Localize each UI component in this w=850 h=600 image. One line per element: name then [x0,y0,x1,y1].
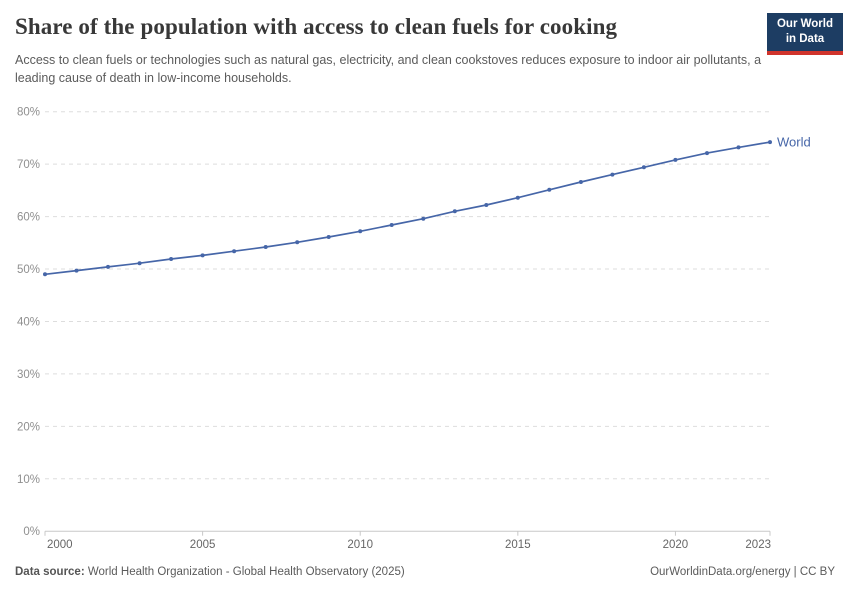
owid-logo[interactable]: Our World in Data [767,13,843,55]
data-point[interactable] [736,145,741,150]
data-source-text: World Health Organization - Global Healt… [84,566,405,578]
page-title: Share of the population with access to c… [15,14,618,39]
owid-logo-line1: Our World [776,18,833,30]
data-point[interactable] [263,245,268,249]
y-tick-label: 30% [17,369,40,381]
x-tick-label: 2023 [745,539,771,551]
y-tick-label: 50% [17,264,40,276]
data-point[interactable] [358,229,363,234]
data-point[interactable] [200,253,205,258]
credit-link[interactable]: OurWorldinData.org/energy | CC BY [650,566,835,578]
data-point[interactable] [232,249,237,254]
data-point[interactable] [106,264,110,269]
owid-logo-line2: in Data [785,32,825,45]
chart-footer: Data source: World Health Organization -… [15,566,835,578]
data-point[interactable] [43,272,47,277]
data-point[interactable] [515,195,520,200]
data-point[interactable] [610,172,615,177]
x-tick-label: 2015 [505,539,531,551]
y-tick-label: 80% [17,107,40,119]
data-point[interactable] [389,223,394,227]
y-tick-label: 70% [17,159,40,171]
series-end-label[interactable]: World [777,135,811,150]
x-tick-label: 2020 [663,539,689,551]
y-tick-label: 10% [17,474,40,486]
data-point[interactable] [452,209,457,214]
line-chart[interactable]: 0% 10% 20% 30% 40% 50% 60% 70% 80% 2000 2005 2010 20… [0,95,850,563]
data-point[interactable] [578,180,583,184]
data-point[interactable] [673,157,678,162]
y-tick-label: 40% [17,316,40,328]
data-point[interactable] [421,216,426,221]
data-point[interactable] [74,268,79,273]
data-point[interactable] [768,140,772,145]
x-tick-label: 2000 [47,539,73,551]
data-point[interactable] [295,240,300,245]
x-tick-label: 2010 [347,539,373,551]
x-tick-label: 2005 [190,539,216,551]
data-point[interactable] [137,261,142,266]
y-tick-label: 0% [23,526,40,538]
series-line[interactable] [44,141,771,276]
data-point[interactable] [484,203,489,207]
y-tick-label: 20% [17,421,40,433]
data-point[interactable] [326,235,331,239]
y-tick-label: 60% [17,212,40,224]
data-source: Data source: World Health Organization -… [15,566,405,578]
data-source-label: Data source: [15,566,85,578]
chart-subtitle: Access to clean fuels or technologies su… [15,53,762,85]
data-point[interactable] [547,187,552,192]
data-point[interactable] [705,151,709,156]
data-point[interactable] [641,165,646,170]
data-point[interactable] [169,257,174,261]
